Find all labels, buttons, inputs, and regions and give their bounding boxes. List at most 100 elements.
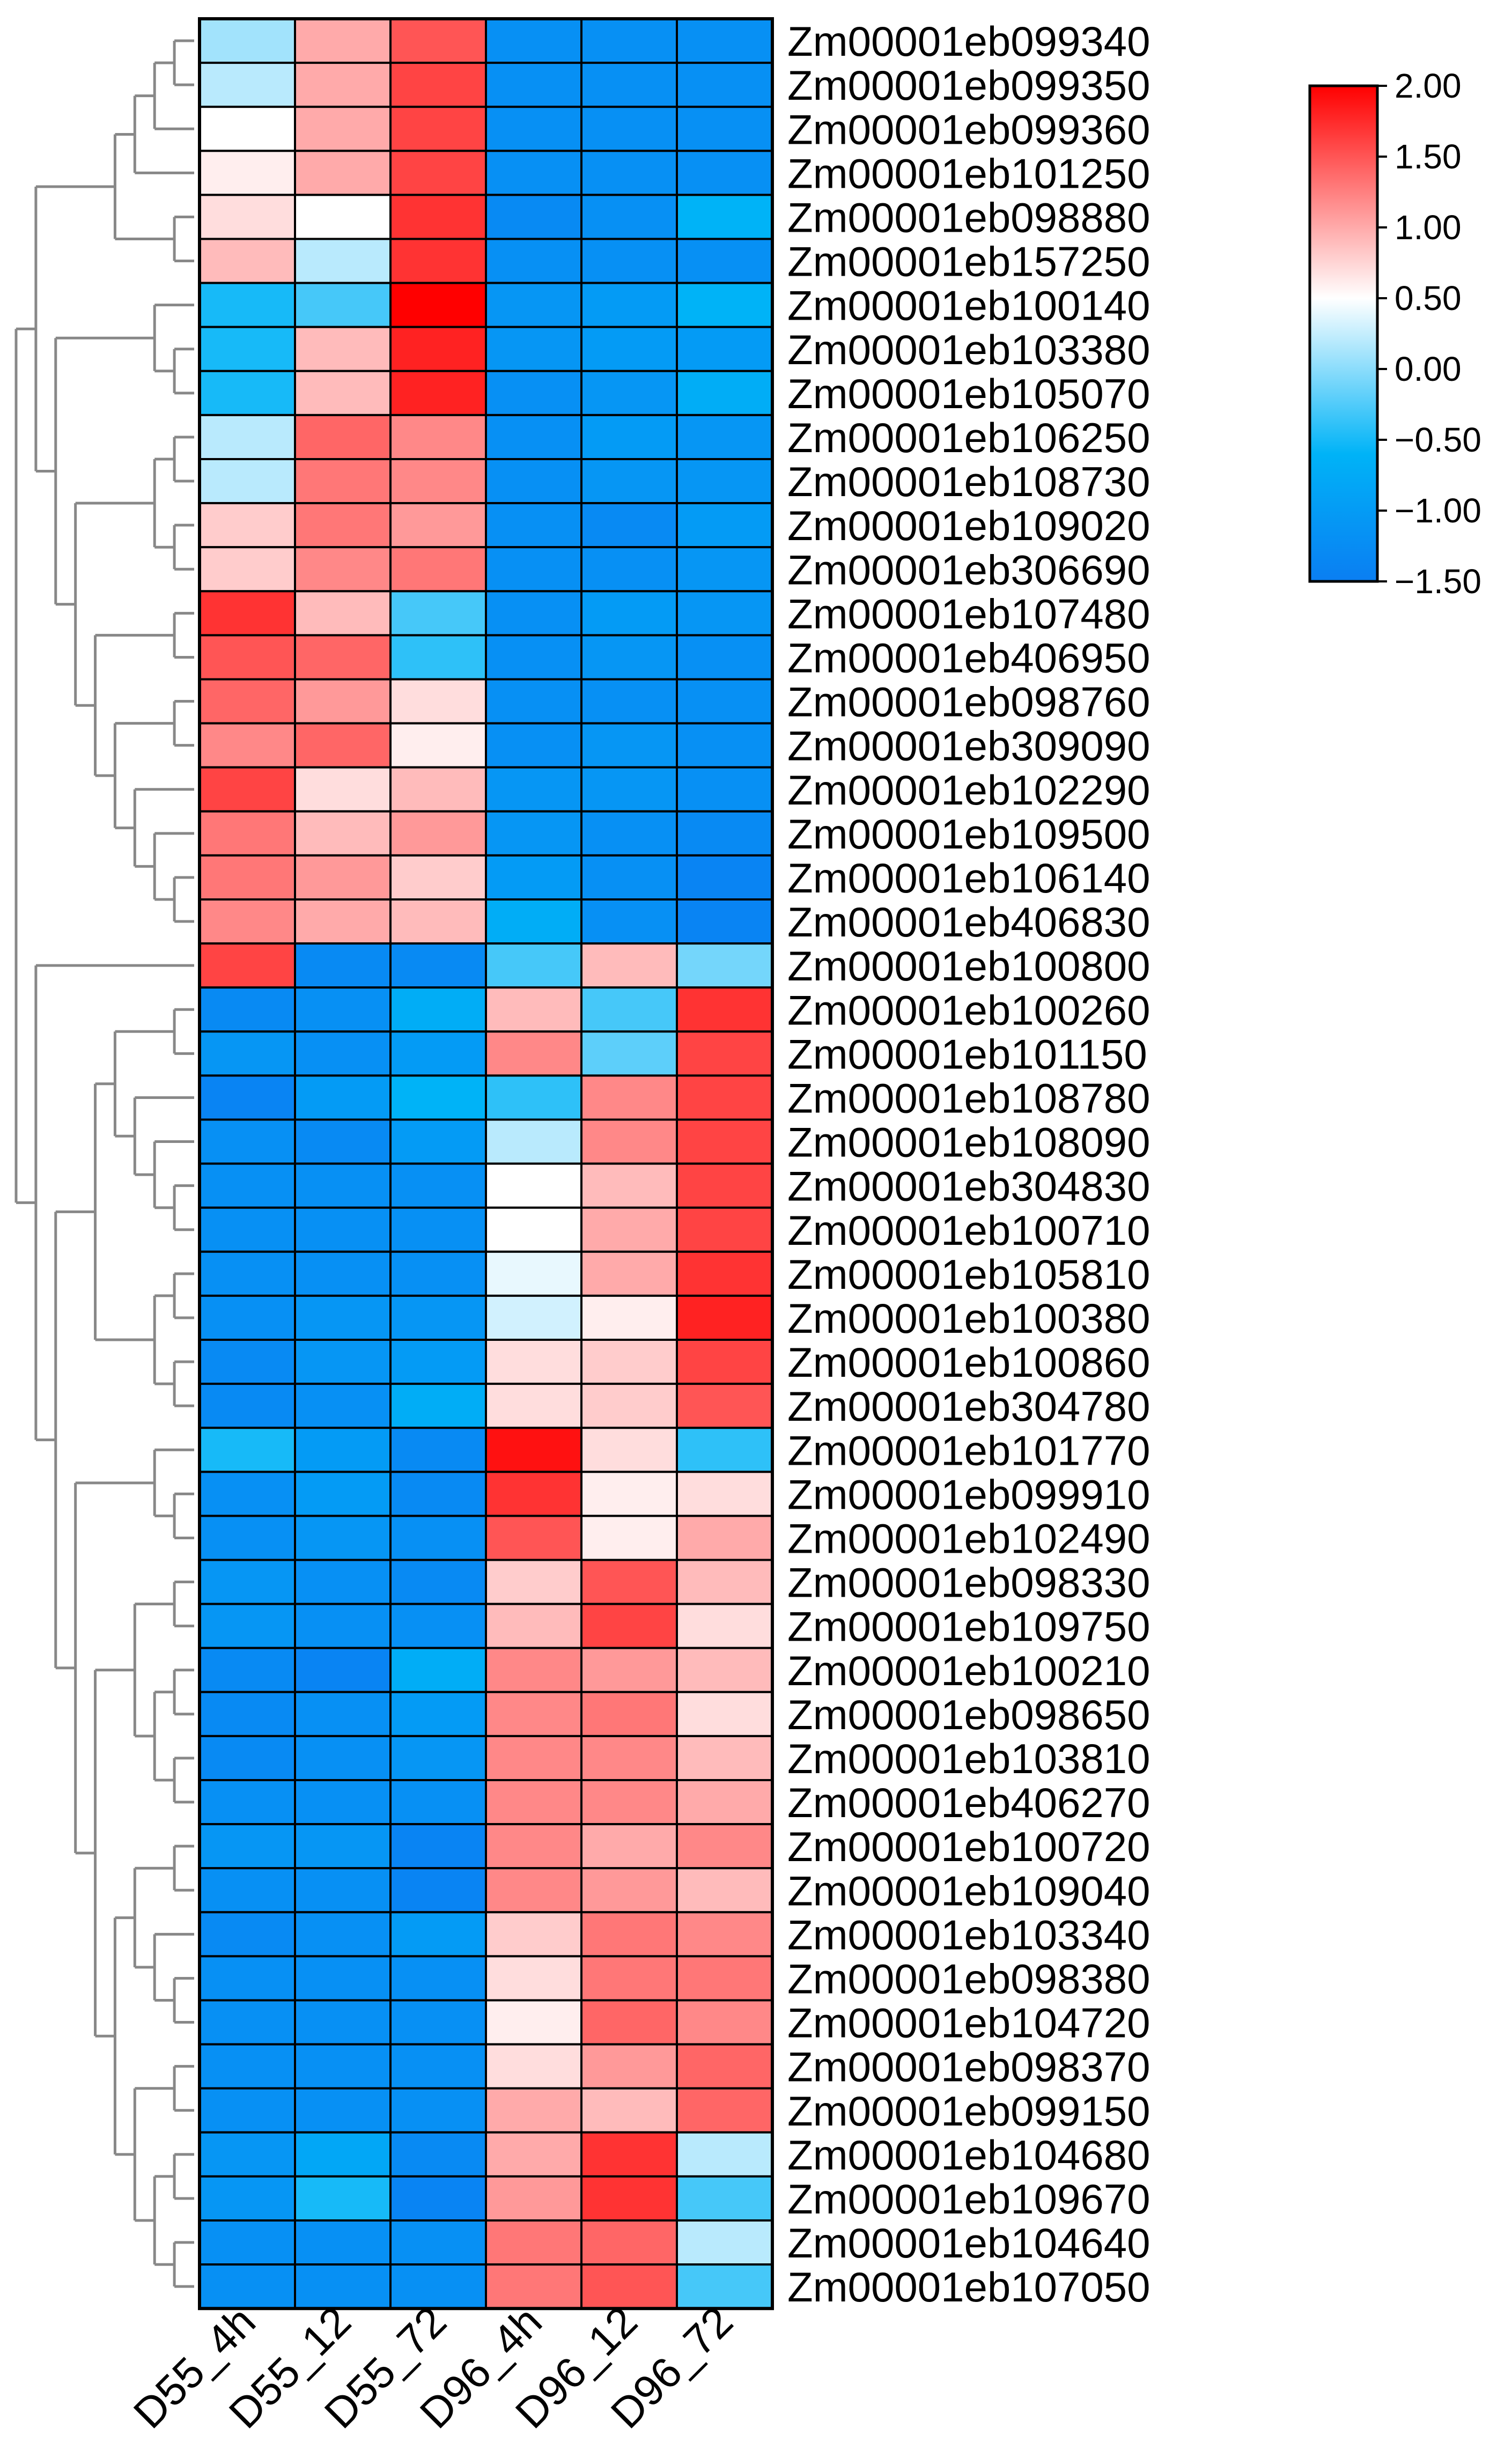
heatmap-cell bbox=[198, 458, 296, 505]
heatmap-cell bbox=[580, 590, 678, 637]
heatmap-cell bbox=[198, 2087, 296, 2134]
heatmap-cell bbox=[389, 2043, 487, 2090]
heatmap-cell bbox=[676, 1294, 773, 1341]
heatmap-cell bbox=[676, 546, 773, 593]
row-label: Zm00001eb105810 bbox=[787, 1251, 1150, 1298]
heatmap-cell bbox=[485, 2087, 582, 2134]
heatmap-cell bbox=[198, 282, 296, 328]
heatmap-cell bbox=[485, 1779, 582, 1826]
heatmap-cell bbox=[389, 1559, 487, 1605]
heatmap-cell bbox=[485, 1955, 582, 2002]
heatmap-cell bbox=[676, 1074, 773, 1121]
row-label: Zm00001eb109500 bbox=[787, 810, 1150, 858]
heatmap-cell bbox=[389, 590, 487, 637]
row-label: Zm00001eb104680 bbox=[787, 2131, 1150, 2179]
row-label: Zm00001eb098650 bbox=[787, 1691, 1150, 1738]
heatmap-cells bbox=[198, 17, 774, 2311]
heatmap-cell bbox=[485, 1030, 582, 1077]
heatmap-cell bbox=[676, 2087, 773, 2134]
heatmap-cell bbox=[198, 414, 296, 461]
heatmap-cell bbox=[294, 1074, 392, 1121]
heatmap-cell bbox=[198, 2263, 296, 2310]
row-label: Zm00001eb103810 bbox=[787, 1735, 1150, 1782]
heatmap-cell bbox=[676, 1691, 773, 1737]
heatmap-cell bbox=[676, 238, 773, 284]
heatmap-cell bbox=[580, 1999, 678, 2046]
heatmap-cell bbox=[198, 1999, 296, 2046]
heatmap-cell bbox=[676, 458, 773, 505]
heatmap-cell bbox=[485, 106, 582, 152]
heatmap-cell bbox=[485, 1118, 582, 1165]
heatmap-cell bbox=[580, 282, 678, 328]
heatmap-cell bbox=[485, 2219, 582, 2266]
heatmap-cell bbox=[485, 634, 582, 681]
heatmap-cell bbox=[198, 62, 296, 108]
row-label: Zm00001eb109750 bbox=[787, 1603, 1150, 1650]
heatmap-cell bbox=[485, 898, 582, 945]
heatmap-cell bbox=[580, 1206, 678, 1253]
heatmap-cell bbox=[485, 1823, 582, 1870]
heatmap-cell bbox=[294, 1955, 392, 2002]
heatmap-cell bbox=[676, 1427, 773, 1473]
heatmap-cell bbox=[294, 1779, 392, 1826]
heatmap-cell bbox=[389, 1030, 487, 1077]
heatmap-cell bbox=[294, 194, 392, 240]
row-label: Zm00001eb304780 bbox=[787, 1383, 1150, 1430]
heatmap-cell bbox=[198, 1030, 296, 1077]
heatmap-cell bbox=[676, 1515, 773, 1561]
heatmap-cell bbox=[676, 1250, 773, 1297]
heatmap-cell bbox=[198, 678, 296, 725]
heatmap-cell bbox=[580, 62, 678, 108]
heatmap-cell bbox=[389, 1427, 487, 1473]
heatmap-cell bbox=[198, 722, 296, 769]
colorbar-tick-label: −0.50 bbox=[1395, 420, 1481, 459]
row-label: Zm00001eb100800 bbox=[787, 942, 1150, 990]
heatmap-cell bbox=[676, 634, 773, 681]
heatmap-cell bbox=[198, 326, 296, 372]
heatmap-cell bbox=[676, 1383, 773, 1429]
heatmap-cell bbox=[294, 1867, 392, 1914]
heatmap-cell bbox=[294, 898, 392, 945]
heatmap-cell bbox=[580, 1867, 678, 1914]
heatmap-cell bbox=[389, 1691, 487, 1737]
heatmap-cell bbox=[676, 810, 773, 857]
heatmap-cell bbox=[389, 2263, 487, 2310]
heatmap-cell bbox=[198, 766, 296, 813]
heatmap-cell bbox=[676, 18, 773, 64]
heatmap-cell bbox=[294, 326, 392, 372]
heatmap-cell bbox=[389, 2131, 487, 2178]
heatmap-cell bbox=[294, 1647, 392, 1693]
heatmap-cell bbox=[580, 414, 678, 461]
row-label: Zm00001eb157250 bbox=[787, 238, 1150, 285]
heatmap-cell bbox=[389, 678, 487, 725]
heatmap-cell bbox=[198, 18, 296, 64]
heatmap-frame bbox=[198, 17, 774, 2311]
heatmap-cell bbox=[389, 370, 487, 416]
heatmap-cell bbox=[580, 2043, 678, 2090]
heatmap-cell bbox=[389, 1735, 487, 1781]
heatmap-cell bbox=[294, 810, 392, 857]
heatmap-cell bbox=[294, 1559, 392, 1605]
heatmap-cell bbox=[580, 1647, 678, 1693]
row-label: Zm00001eb100380 bbox=[787, 1295, 1150, 1342]
heatmap-cell bbox=[676, 1779, 773, 1826]
heatmap-cell bbox=[485, 766, 582, 813]
heatmap-cell bbox=[580, 326, 678, 372]
row-label: Zm00001eb099340 bbox=[787, 18, 1150, 65]
heatmap-cell bbox=[198, 2219, 296, 2266]
heatmap-cell bbox=[676, 194, 773, 240]
row-label: Zm00001eb098330 bbox=[787, 1559, 1150, 1606]
row-label: Zm00001eb109670 bbox=[787, 2175, 1150, 2223]
heatmap-cell bbox=[676, 1118, 773, 1165]
heatmap-cell bbox=[580, 1339, 678, 1385]
heatmap-cell bbox=[389, 194, 487, 240]
heatmap-cell bbox=[389, 1823, 487, 1870]
heatmap-cell bbox=[389, 502, 487, 549]
heatmap-cell bbox=[294, 1250, 392, 1297]
heatmap-cell bbox=[294, 1471, 392, 1517]
row-label: Zm00001eb103380 bbox=[787, 326, 1150, 373]
heatmap-cell bbox=[485, 1162, 582, 1209]
heatmap-cell bbox=[580, 2131, 678, 2178]
heatmap-cell bbox=[294, 1162, 392, 1209]
